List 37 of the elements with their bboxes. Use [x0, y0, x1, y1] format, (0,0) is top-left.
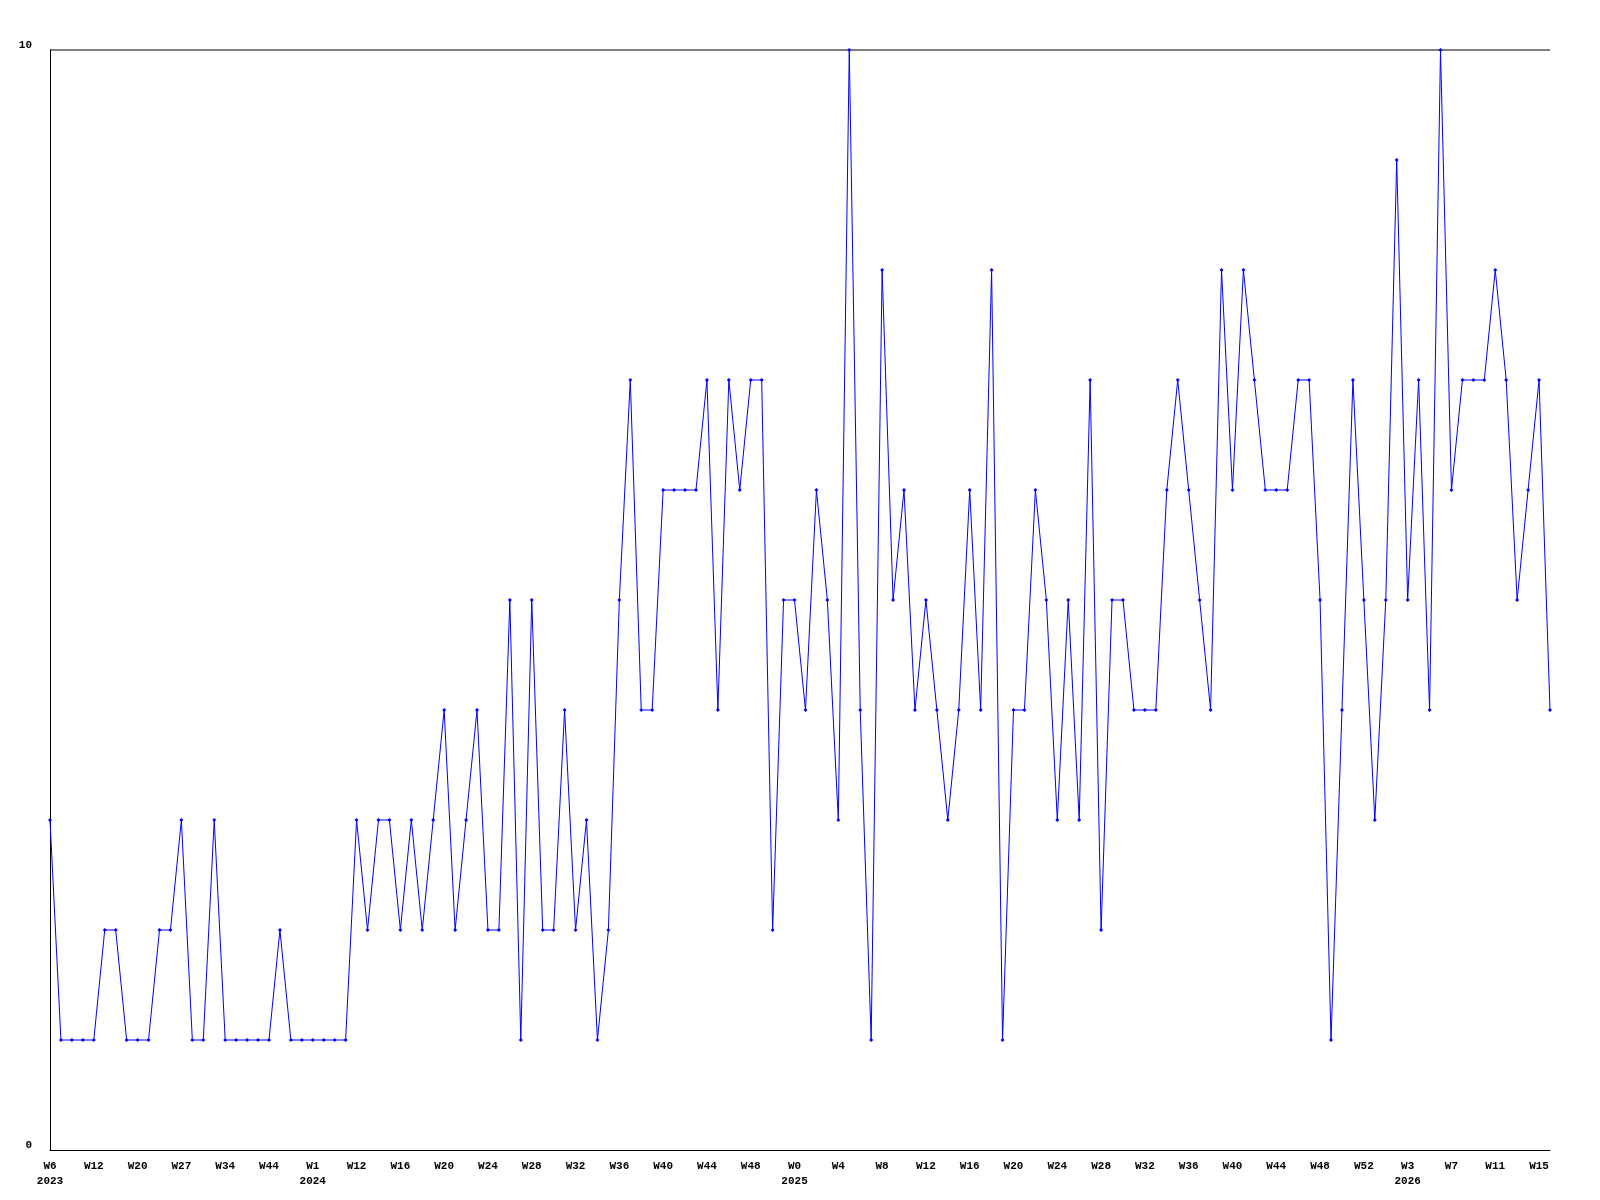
- x-tick-label: W48: [1310, 1159, 1331, 1172]
- x-tick-label: W34: [215, 1159, 236, 1172]
- x-tick-label: W24: [478, 1159, 499, 1172]
- x-tick-label: W24: [1047, 1159, 1068, 1172]
- y-tick-label: 0: [25, 1138, 32, 1151]
- x-tick-label: W6 2023: [36, 1159, 64, 1187]
- x-tick-label: W11: [1485, 1159, 1506, 1172]
- x-tick-label: W3 2026: [1394, 1159, 1421, 1187]
- x-tick-label: W44: [697, 1159, 718, 1172]
- x-tick-label: W32: [1134, 1159, 1155, 1172]
- x-tick-label: W12: [346, 1159, 367, 1172]
- x-tick-label: W20: [127, 1159, 148, 1172]
- x-tick-label: W0 2025: [781, 1159, 809, 1187]
- x-tick-label: W20: [1003, 1159, 1024, 1172]
- x-tick-label: W27: [171, 1159, 192, 1172]
- x-tick-label: W40: [653, 1159, 674, 1172]
- x-tick-label: W32: [565, 1159, 586, 1172]
- x-tick-label: W7: [1444, 1159, 1459, 1172]
- x-tick-label: W40: [1222, 1159, 1243, 1172]
- y-tick-label: 10: [18, 38, 32, 51]
- x-tick-label: W48: [740, 1159, 762, 1172]
- x-tick-label: W1 2024: [299, 1159, 327, 1187]
- x-tick-label: W16: [390, 1159, 411, 1172]
- x-tick-label: W28: [521, 1159, 543, 1172]
- x-tick-label: W28: [1091, 1159, 1112, 1172]
- x-tick-label: W36: [609, 1159, 630, 1172]
- x-tick-label: W4: [831, 1159, 846, 1172]
- x-tick-label: W12: [83, 1159, 104, 1172]
- x-tick-label: W12: [916, 1159, 936, 1172]
- x-tick-label: W20: [434, 1159, 455, 1172]
- x-tick-label: W8: [875, 1159, 890, 1172]
- x-tick-label: W16: [959, 1159, 980, 1172]
- x-tick-label: W44: [1266, 1159, 1287, 1172]
- x-tick-label: W15: [1529, 1159, 1550, 1172]
- x-tick-label: W44: [259, 1159, 280, 1172]
- x-tick-label: W36: [1178, 1159, 1199, 1172]
- x-tick-label: W52: [1353, 1159, 1374, 1172]
